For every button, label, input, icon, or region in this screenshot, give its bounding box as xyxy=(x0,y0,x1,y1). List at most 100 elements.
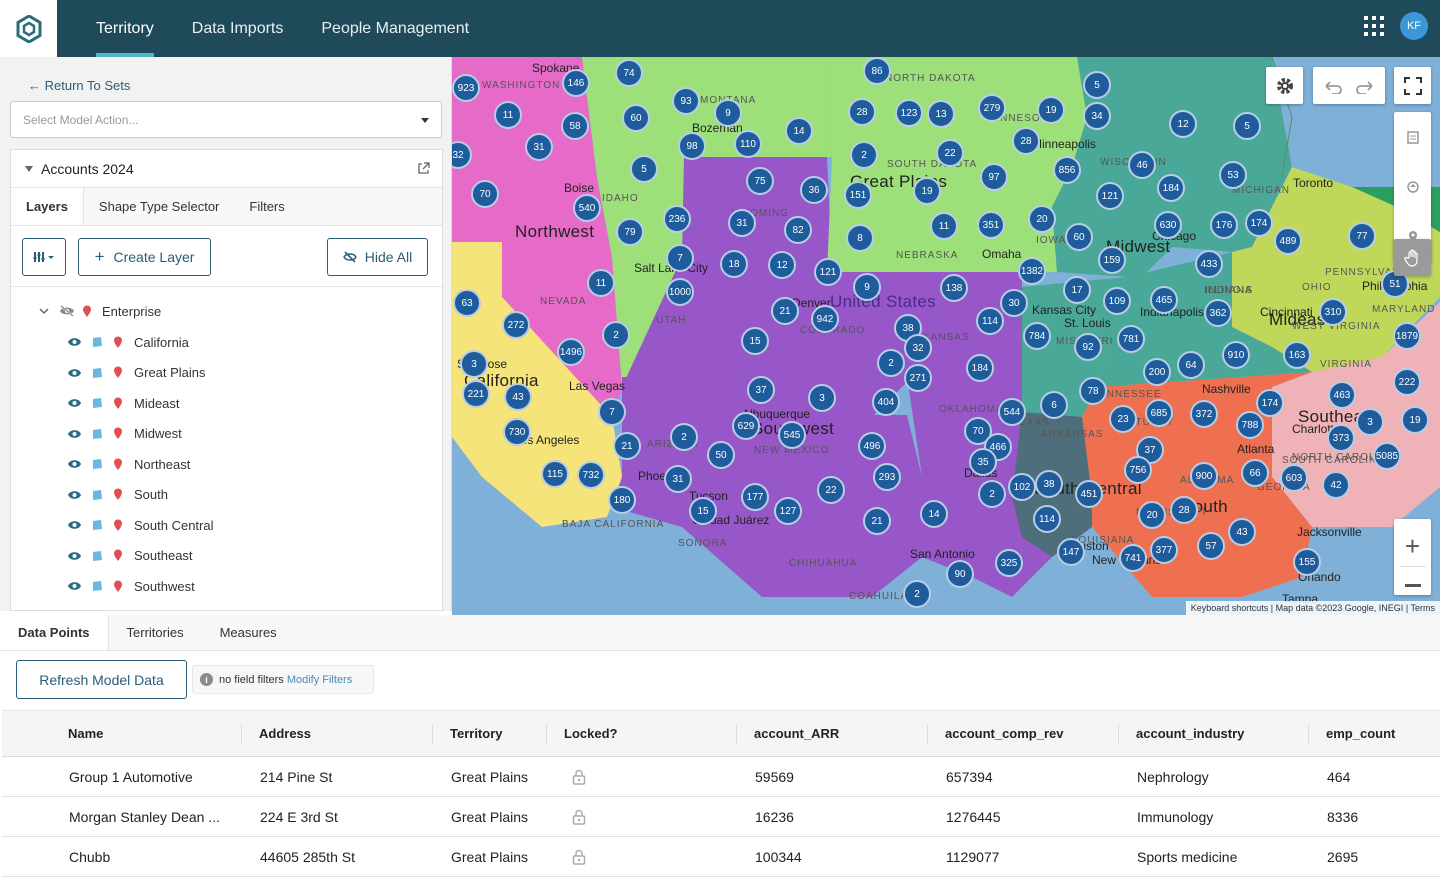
tab-data-points[interactable]: Data Points xyxy=(0,615,109,650)
nav-people-management[interactable]: People Management xyxy=(321,19,470,37)
cluster-marker[interactable]: 79 xyxy=(616,218,644,246)
cluster-marker[interactable]: 34 xyxy=(1083,102,1111,130)
cluster-marker[interactable]: 9 xyxy=(714,99,742,127)
create-layer-button[interactable]: + Create Layer xyxy=(78,238,211,276)
cluster-marker[interactable]: 17 xyxy=(1063,276,1091,304)
layer-item[interactable]: Mideast xyxy=(67,388,180,418)
polygon-shape-icon[interactable] xyxy=(92,428,103,440)
polygon-shape-icon[interactable] xyxy=(92,489,103,501)
cluster-marker[interactable]: 32 xyxy=(904,334,932,362)
cluster-marker[interactable]: 177 xyxy=(741,483,769,511)
cluster-marker[interactable]: 19 xyxy=(1401,406,1429,434)
cluster-marker[interactable]: 2 xyxy=(670,423,698,451)
cluster-marker[interactable]: 123 xyxy=(895,99,923,127)
cluster-marker[interactable]: 1879 xyxy=(1393,322,1421,350)
column-header[interactable]: Name xyxy=(68,726,104,741)
cluster-marker[interactable]: 20 xyxy=(1138,501,1166,529)
cluster-marker[interactable]: 362 xyxy=(1204,299,1232,327)
cluster-marker[interactable]: 756 xyxy=(1124,456,1152,484)
cluster-marker[interactable]: 5 xyxy=(1083,71,1111,99)
cluster-marker[interactable]: 11 xyxy=(587,269,615,297)
cluster-marker[interactable]: 221 xyxy=(462,380,490,408)
cluster-marker[interactable]: 222 xyxy=(1393,368,1421,396)
cluster-marker[interactable]: 22 xyxy=(936,139,964,167)
cluster-marker[interactable]: 23 xyxy=(1109,405,1137,433)
cluster-marker[interactable]: 60 xyxy=(622,104,650,132)
cluster-marker[interactable]: 12 xyxy=(1169,110,1197,138)
cluster-marker[interactable]: 629 xyxy=(732,412,760,440)
cluster-marker[interactable]: 603 xyxy=(1280,464,1308,492)
polygon-shape-icon[interactable] xyxy=(92,550,103,562)
fullscreen-button[interactable] xyxy=(1394,67,1431,104)
cluster-marker[interactable]: 64 xyxy=(1177,351,1205,379)
return-to-sets-link[interactable]: ← Return To Sets xyxy=(28,78,131,93)
cluster-marker[interactable]: 3 xyxy=(460,350,488,378)
layer-options-button[interactable] xyxy=(22,238,66,276)
pan-tool-button[interactable] xyxy=(1394,239,1431,276)
nav-data-imports[interactable]: Data Imports xyxy=(191,19,284,37)
cluster-marker[interactable]: 788 xyxy=(1236,411,1264,439)
cluster-marker[interactable]: 151 xyxy=(844,181,872,209)
cluster-marker[interactable]: 13 xyxy=(927,100,955,128)
layer-item[interactable]: South Central xyxy=(67,510,214,540)
cluster-marker[interactable]: 127 xyxy=(774,497,802,525)
polygon-shape-icon[interactable] xyxy=(92,397,103,409)
cluster-marker[interactable]: 19 xyxy=(1037,96,1065,124)
polygon-shape-icon[interactable] xyxy=(92,458,103,470)
cluster-marker[interactable]: 20 xyxy=(1028,205,1056,233)
cluster-marker[interactable]: 121 xyxy=(814,258,842,286)
apps-grid-icon[interactable] xyxy=(1364,16,1384,36)
cluster-marker[interactable]: 544 xyxy=(998,398,1026,426)
column-header[interactable]: account_industry xyxy=(1136,726,1245,741)
polygon-shape-icon[interactable] xyxy=(92,519,103,531)
terms-link[interactable]: Terms xyxy=(1410,603,1436,613)
polygon-shape-icon[interactable] xyxy=(92,367,103,379)
column-header[interactable]: Address xyxy=(259,726,312,741)
cluster-marker[interactable]: 11 xyxy=(930,212,958,240)
tab-filters[interactable]: Filters xyxy=(249,199,285,214)
redo-icon[interactable] xyxy=(1354,78,1376,94)
layer-group-enterprise[interactable]: Enterprise xyxy=(39,296,161,326)
layer-item[interactable]: Southeast xyxy=(67,541,193,571)
cluster-marker[interactable]: 489 xyxy=(1274,227,1302,255)
modify-filters-link[interactable]: Modify Filters xyxy=(286,673,353,686)
territory-map[interactable]: Northwest California Great Plains United… xyxy=(452,57,1440,615)
cluster-marker[interactable]: 12 xyxy=(768,251,796,279)
cluster-marker[interactable]: 2 xyxy=(978,480,1006,508)
cluster-marker[interactable]: 66 xyxy=(1241,459,1269,487)
user-avatar[interactable]: KF xyxy=(1400,12,1428,40)
cluster-marker[interactable]: 377 xyxy=(1150,536,1178,564)
cluster-marker[interactable]: 236 xyxy=(663,205,691,233)
cluster-marker[interactable]: 465 xyxy=(1150,286,1178,314)
eye-icon[interactable] xyxy=(67,429,82,439)
model-action-select[interactable]: Select Model Action... xyxy=(10,101,442,138)
cluster-marker[interactable]: 35 xyxy=(969,448,997,476)
cluster-marker[interactable]: 900 xyxy=(1190,462,1218,490)
cluster-marker[interactable]: 155 xyxy=(1293,548,1321,576)
cluster-marker[interactable]: 15 xyxy=(741,327,769,355)
cluster-marker[interactable]: 325 xyxy=(995,549,1023,577)
cluster-marker[interactable]: 163 xyxy=(1283,341,1311,369)
lock-icon[interactable] xyxy=(572,757,586,796)
cluster-marker[interactable]: 7 xyxy=(598,398,626,426)
cluster-marker[interactable]: 271 xyxy=(904,364,932,392)
cluster-marker[interactable]: 174 xyxy=(1245,209,1273,237)
eye-icon[interactable] xyxy=(67,337,82,347)
cluster-marker[interactable]: 1496 xyxy=(557,338,585,366)
lock-icon[interactable] xyxy=(572,797,586,836)
cluster-marker[interactable]: 730 xyxy=(503,418,531,446)
cluster-marker[interactable]: 121 xyxy=(1096,182,1124,210)
cluster-marker[interactable]: 58 xyxy=(561,112,589,140)
polygon-shape-icon[interactable] xyxy=(92,336,103,348)
cluster-marker[interactable]: 373 xyxy=(1327,424,1355,452)
cluster-marker[interactable]: 63 xyxy=(453,289,481,317)
cluster-marker[interactable]: 78 xyxy=(1079,377,1107,405)
cluster-marker[interactable]: 98 xyxy=(678,132,706,160)
table-row[interactable]: Morgan Stanley Dean ... 224 E 3rd St Great… xyxy=(2,797,1440,837)
cluster-marker[interactable]: 97 xyxy=(980,163,1008,191)
cluster-marker[interactable]: 279 xyxy=(978,94,1006,122)
cluster-marker[interactable]: 9 xyxy=(853,273,881,301)
tab-territories[interactable]: Territories xyxy=(126,625,184,640)
cluster-marker[interactable]: 86 xyxy=(863,57,891,85)
column-header[interactable]: emp_count xyxy=(1326,726,1396,741)
